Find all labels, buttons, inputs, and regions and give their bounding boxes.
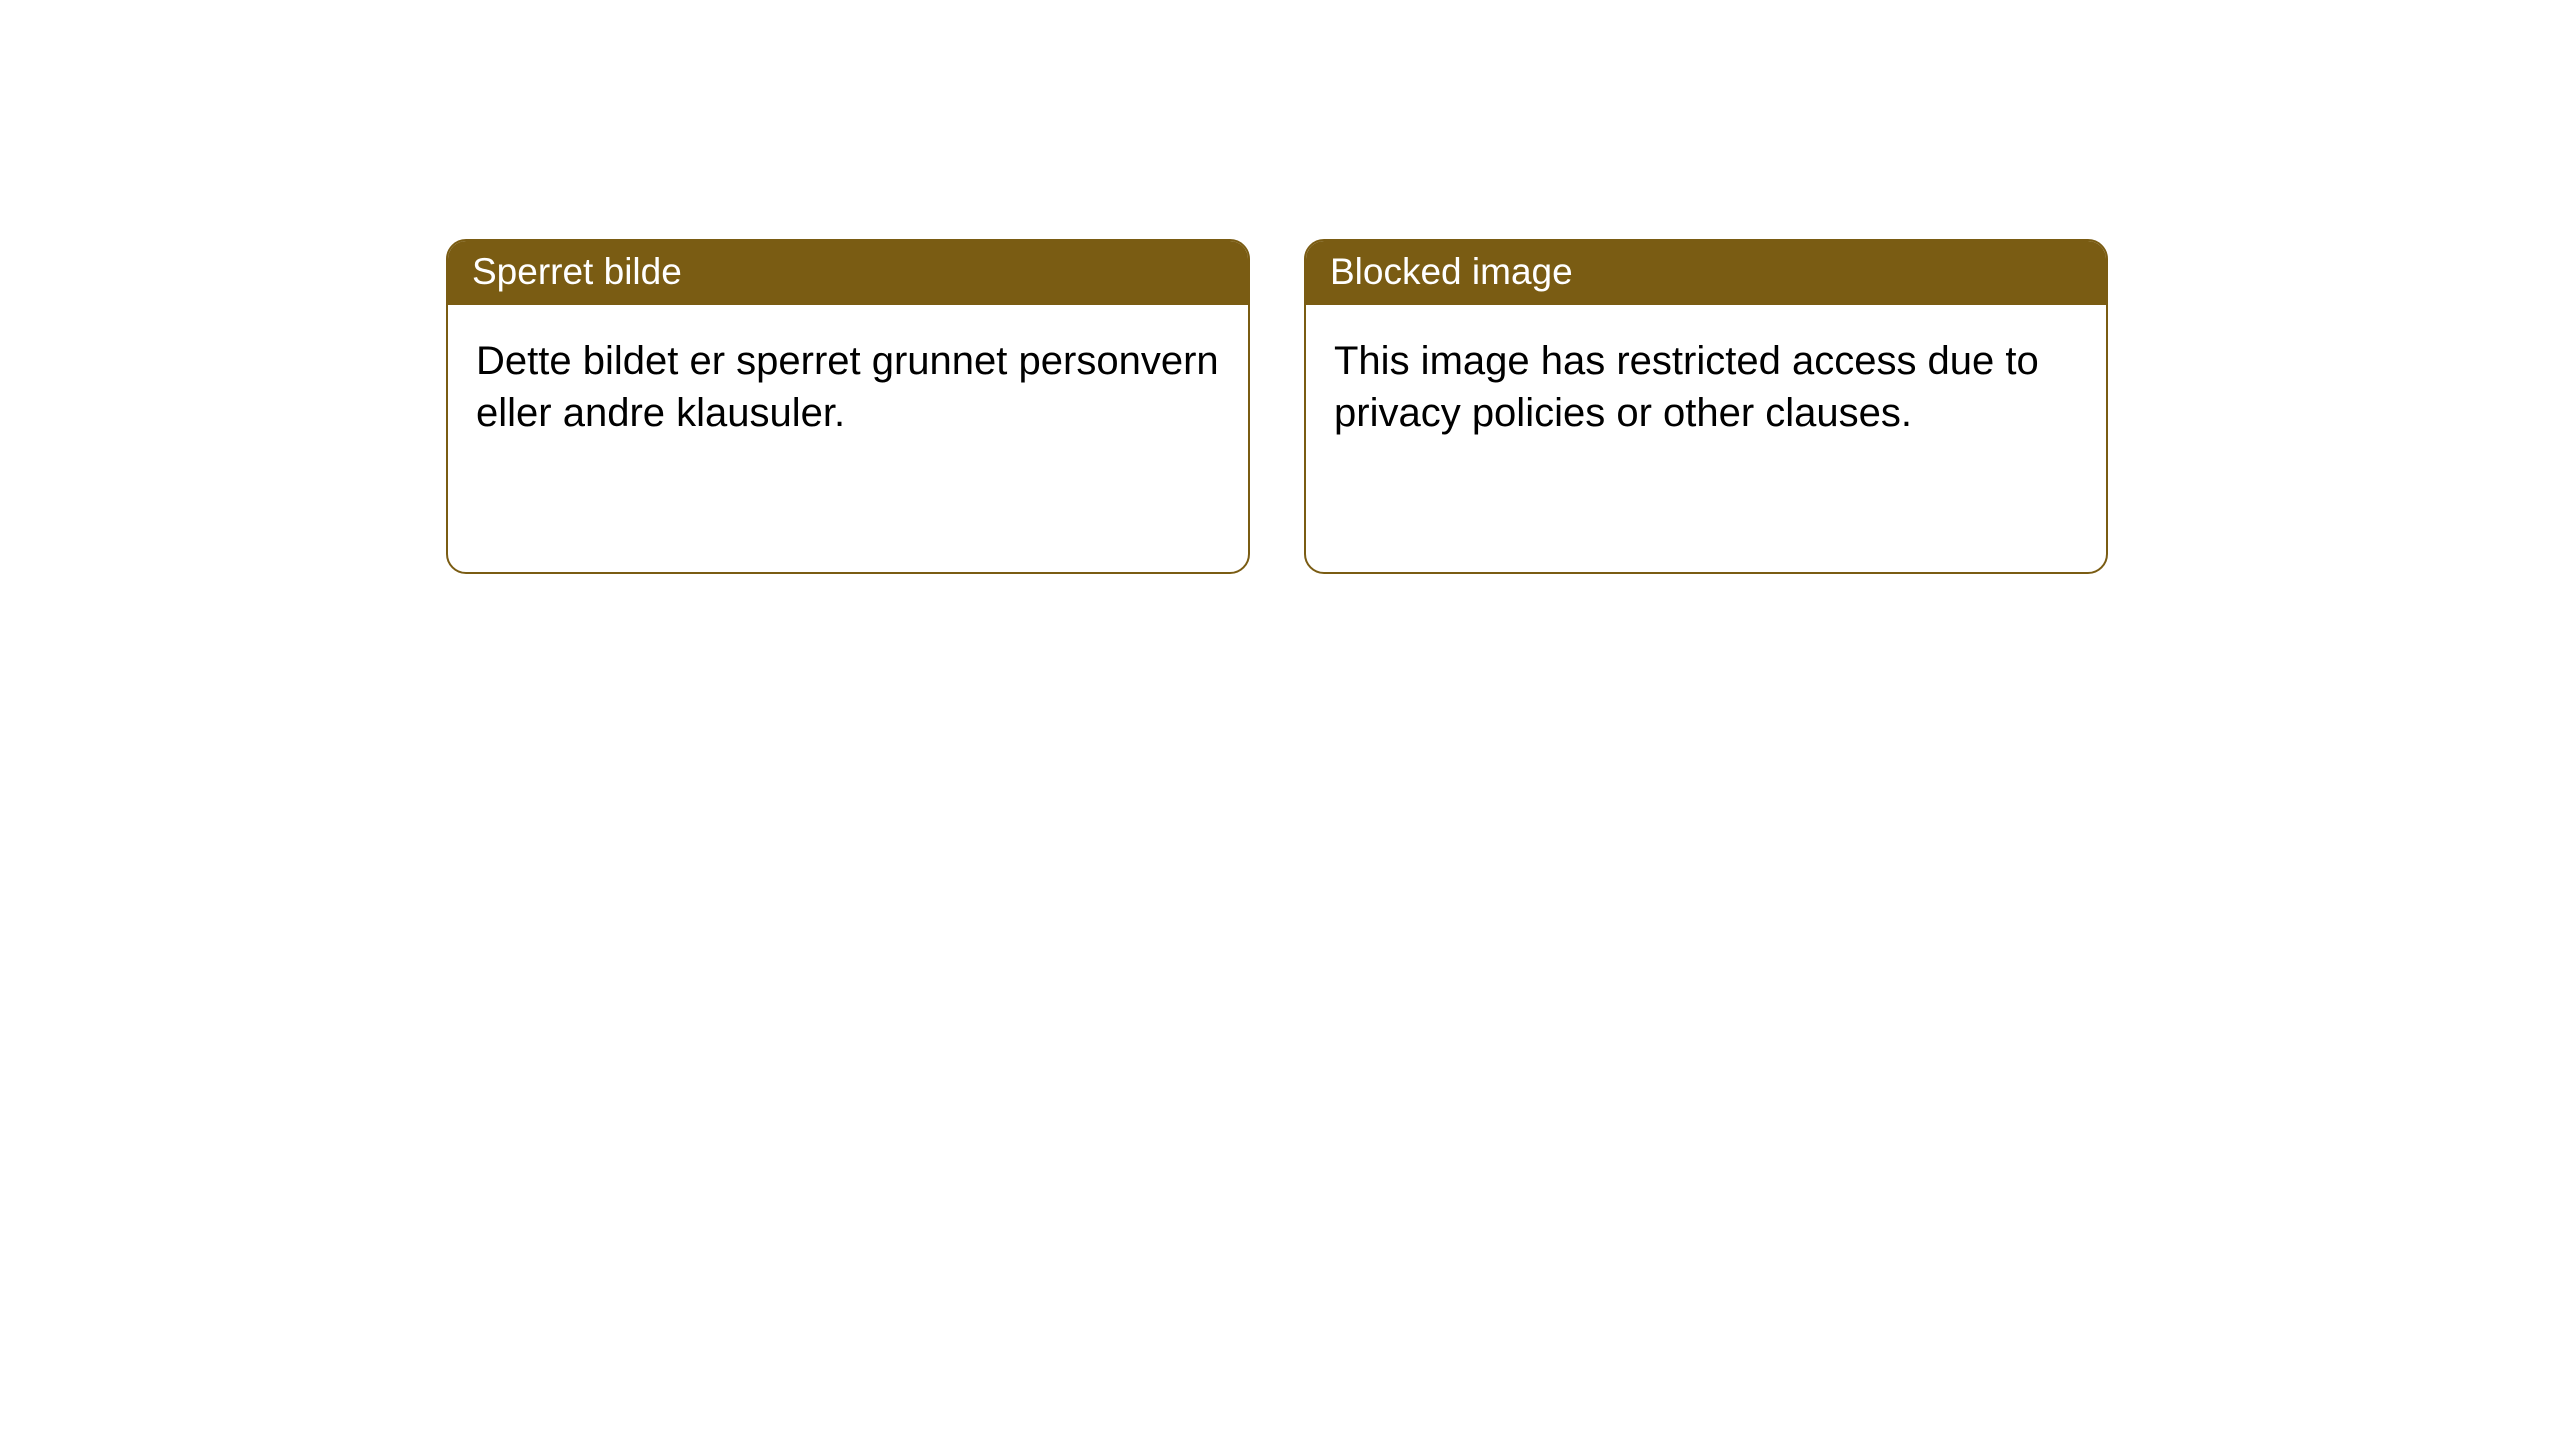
card-body-en: This image has restricted access due to … <box>1306 305 2106 469</box>
card-body-no: Dette bildet er sperret grunnet personve… <box>448 305 1248 469</box>
blocked-image-card-en: Blocked image This image has restricted … <box>1304 239 2108 574</box>
card-title-en: Blocked image <box>1306 241 2106 305</box>
card-title-no: Sperret bilde <box>448 241 1248 305</box>
blocked-image-card-no: Sperret bilde Dette bildet er sperret gr… <box>446 239 1250 574</box>
cards-container: Sperret bilde Dette bildet er sperret gr… <box>0 0 2560 574</box>
